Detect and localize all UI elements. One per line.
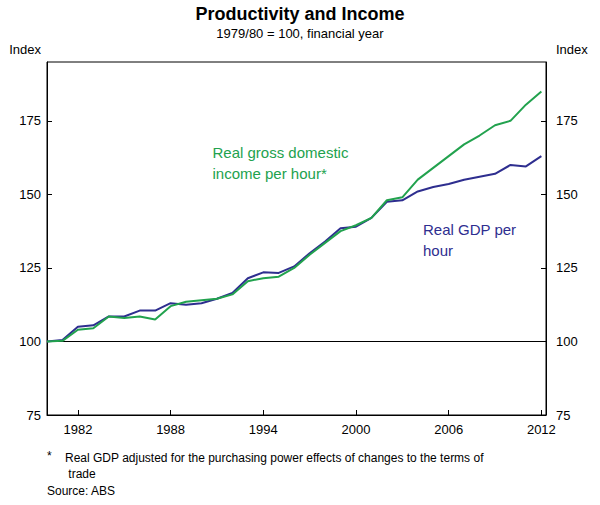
svg-text:2012: 2012	[527, 422, 556, 437]
svg-text:75: 75	[556, 408, 570, 423]
svg-text:1994: 1994	[249, 422, 278, 437]
svg-text:1988: 1988	[156, 422, 185, 437]
svg-text:Productivity and Income: Productivity and Income	[195, 4, 404, 24]
svg-text:75: 75	[27, 408, 41, 423]
svg-text:150: 150	[19, 187, 41, 202]
svg-text:175: 175	[556, 113, 578, 128]
svg-text:Index: Index	[556, 42, 588, 57]
svg-text:Index: Index	[9, 42, 41, 57]
svg-text:100: 100	[19, 334, 41, 349]
svg-text:2006: 2006	[434, 422, 463, 437]
svg-text:Real GDP per: Real GDP per	[423, 221, 520, 238]
svg-text:*: *	[47, 449, 52, 463]
svg-text:Source: ABS: Source: ABS	[47, 484, 115, 498]
svg-text:150: 150	[556, 187, 578, 202]
svg-text:income per hour*: income per hour*	[213, 165, 327, 182]
svg-text:175: 175	[19, 113, 41, 128]
svg-text:1982: 1982	[63, 422, 92, 437]
svg-text:Real GDP adjusted for the purc: Real GDP adjusted for the purchasing pow…	[65, 451, 484, 465]
svg-text:trade: trade	[65, 467, 96, 481]
svg-text:2000: 2000	[342, 422, 371, 437]
svg-text:100: 100	[556, 334, 578, 349]
svg-text:125: 125	[556, 260, 578, 275]
svg-text:1979/80 = 100, financial year: 1979/80 = 100, financial year	[216, 26, 384, 41]
svg-text:125: 125	[19, 260, 41, 275]
svg-text:hour: hour	[423, 242, 453, 259]
svg-text:Real gross domestic: Real gross domestic	[213, 144, 353, 161]
